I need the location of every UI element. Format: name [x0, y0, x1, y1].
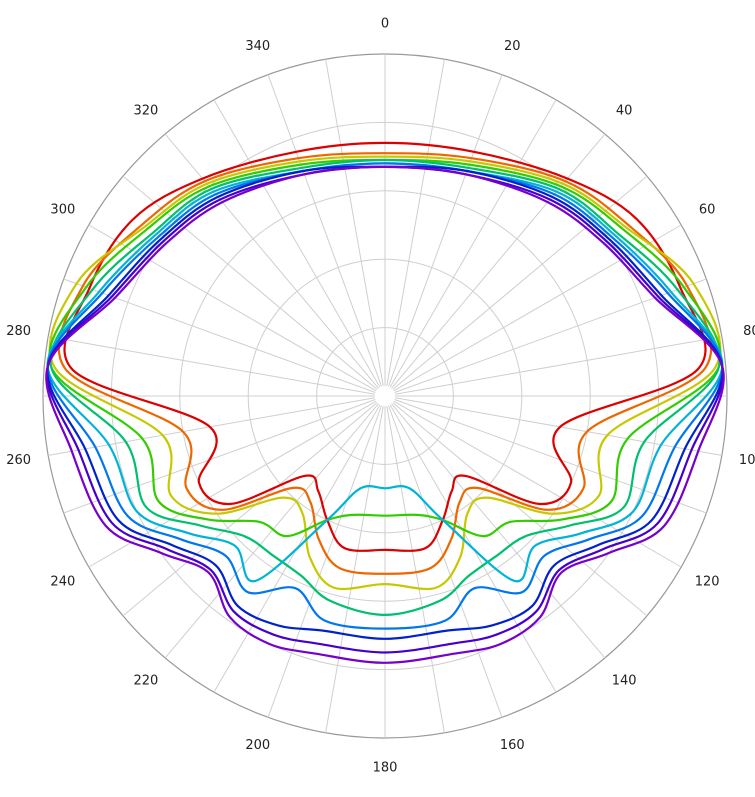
series-line [46, 165, 724, 640]
series-line [48, 158, 722, 538]
angular-tick-label: 140 [612, 673, 637, 688]
grid-spoke [392, 175, 648, 390]
grid-spoke [122, 175, 378, 390]
grid-spoke [164, 133, 379, 389]
grid-spoke [395, 397, 722, 456]
grid-spoke [389, 99, 557, 388]
angular-tick-label: 180 [373, 761, 398, 776]
grid-spoke [395, 336, 722, 395]
grid-spoke [164, 403, 379, 659]
series-line [46, 162, 724, 630]
series-line [49, 158, 721, 616]
angular-tick-label: 320 [133, 104, 158, 119]
grid-spoke [63, 278, 376, 393]
angular-tick-label: 200 [245, 738, 270, 753]
grid-spoke [386, 406, 445, 733]
series-line [57, 152, 713, 575]
grid-spoke [213, 99, 381, 388]
grid-spoke [63, 399, 376, 514]
series-line [46, 162, 724, 583]
series-line [63, 141, 707, 552]
grid-spoke [391, 133, 606, 389]
angular-tick-label: 300 [50, 203, 75, 218]
series-line [45, 165, 725, 654]
grid-spoke [388, 74, 503, 387]
angular-tick-label: 80 [743, 324, 755, 339]
angular-tick-label: 220 [133, 673, 158, 688]
angular-tick-label: 120 [695, 575, 720, 590]
grid-spoke [394, 278, 707, 393]
grid-spoke [48, 397, 375, 456]
angular-tick-label: 100 [739, 453, 755, 468]
angular-tick-label: 160 [500, 738, 525, 753]
grid-spoke [394, 399, 707, 514]
grid-spoke [267, 74, 382, 387]
grid-spoke [388, 405, 503, 718]
angular-tick-label: 340 [245, 39, 270, 54]
grid-spoke [122, 402, 378, 617]
series-lines [45, 141, 725, 664]
series-line [45, 165, 725, 664]
grid-spoke [392, 402, 648, 617]
grid-spoke [325, 406, 384, 733]
angular-tick-label: 280 [6, 324, 31, 339]
grid-spoke [391, 403, 606, 659]
grid-spoke [325, 59, 384, 386]
angular-tick-label: 20 [504, 39, 521, 54]
angular-tick-label: 60 [699, 203, 716, 218]
angular-tick-label: 40 [616, 104, 633, 119]
angular-tick-label: 240 [50, 575, 75, 590]
angular-tick-labels: 0 20 40 60 80 100 120 140 160 180 200 220 240 260 280 3… [6, 17, 755, 776]
angular-tick-label: 0 [381, 17, 389, 32]
angular-tick-label: 260 [6, 453, 31, 468]
grid-spoke [386, 59, 445, 386]
series-line [48, 155, 722, 591]
grid-spoke [48, 336, 375, 395]
grid-spoke [267, 405, 382, 718]
